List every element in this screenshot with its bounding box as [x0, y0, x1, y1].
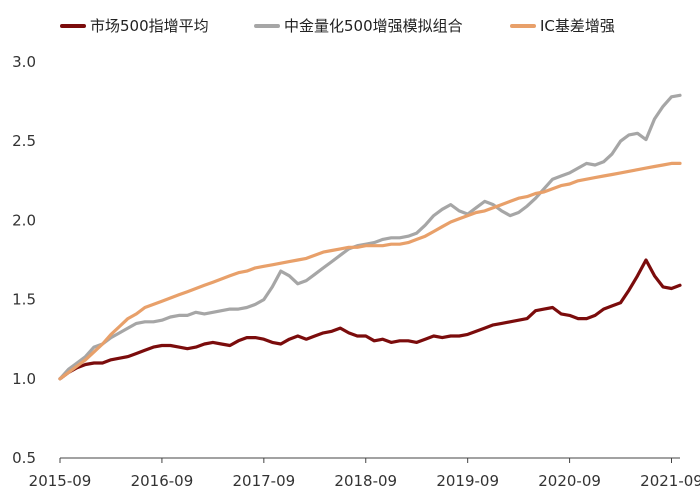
legend-label: 中金量化500增强模拟组合 — [284, 17, 463, 35]
x-tick-label: 2020-09 — [538, 472, 601, 490]
x-tick-label: 2021-09 — [640, 472, 700, 490]
y-tick-label: 2.5 — [12, 132, 36, 150]
legend-label: IC基差增强 — [540, 17, 615, 35]
legend-label: 市场500指增平均 — [90, 17, 209, 35]
y-tick-label: 0.5 — [12, 449, 36, 467]
plot-area — [58, 93, 682, 381]
y-tick-label: 3.0 — [12, 53, 36, 71]
x-tick-label: 2016-09 — [131, 472, 194, 490]
x-tick-label: 2017-09 — [232, 472, 295, 490]
x-tick-label: 2019-09 — [436, 472, 499, 490]
y-tick-label: 2.0 — [12, 211, 36, 229]
x-axis: 2015-09 2016-09 2017-09 2018-09 2019-09 2020-… — [29, 457, 700, 490]
legend: 市场500指增平均 中金量化500增强模拟组合 IC基差增强 — [60, 17, 615, 35]
series-line-3 — [58, 161, 682, 381]
series-line-1 — [58, 258, 682, 381]
y-tick-label: 1.0 — [12, 370, 36, 388]
x-tick-label: 2015-09 — [29, 472, 92, 490]
y-axis: 0.5 1.0 1.5 2.0 2.5 3.0 — [12, 53, 36, 467]
y-tick-label: 1.5 — [12, 291, 36, 309]
series-line-2 — [58, 93, 682, 381]
x-tick-label: 2018-09 — [334, 472, 397, 490]
